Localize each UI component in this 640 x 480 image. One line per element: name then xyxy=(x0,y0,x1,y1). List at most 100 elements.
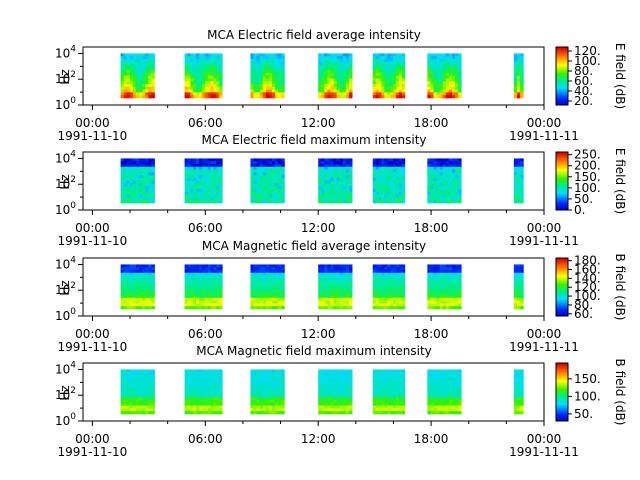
heatmap-cell xyxy=(458,402,462,406)
heatmap-cell xyxy=(384,92,388,96)
heatmap-cell xyxy=(384,86,388,90)
heatmap-cell xyxy=(375,295,379,299)
heatmap-cell xyxy=(378,383,382,387)
heatmap-cell xyxy=(187,95,191,99)
heatmap-cell xyxy=(275,369,279,373)
heatmap-cell xyxy=(445,81,450,85)
heatmap-cell xyxy=(281,158,285,162)
heatmap-cell xyxy=(517,161,521,165)
heatmap-cell xyxy=(123,369,128,373)
heatmap-cell xyxy=(145,402,149,406)
heatmap-cell xyxy=(275,194,279,198)
heatmap-cell xyxy=(384,67,388,71)
heatmap-cell xyxy=(330,306,334,310)
heatmap-cell xyxy=(393,92,397,96)
heatmap-cell xyxy=(148,300,152,304)
heatmap-cell xyxy=(259,64,264,68)
heatmap-cell xyxy=(398,281,403,285)
heatmap-cell xyxy=(216,67,220,71)
heatmap-cell xyxy=(517,95,521,99)
heatmap-cell xyxy=(448,177,453,182)
heatmap-cell xyxy=(387,411,391,415)
heatmap-cell xyxy=(448,388,453,393)
heatmap-cell xyxy=(324,272,328,276)
heatmap-cell xyxy=(132,166,137,170)
heatmap-cell xyxy=(207,172,212,176)
heatmap-cell xyxy=(187,177,191,182)
heatmap-cell xyxy=(281,186,285,190)
heatmap-cell xyxy=(375,289,379,293)
heatmap-cell xyxy=(398,300,403,304)
heatmap-cell xyxy=(196,70,200,74)
heatmap-cell xyxy=(398,191,403,195)
heatmap-cell xyxy=(259,306,264,310)
heatmap-cell xyxy=(210,56,214,60)
heatmap-cell xyxy=(196,388,200,393)
heatmap-cell xyxy=(190,86,194,90)
heatmap-cell xyxy=(333,400,338,404)
heatmap-cell xyxy=(339,292,344,296)
heatmap-cell xyxy=(448,78,453,82)
heatmap-cell xyxy=(201,64,206,68)
heatmap-cell xyxy=(281,197,285,201)
heatmap-cell xyxy=(513,189,518,193)
x-tick-label: 00:00 xyxy=(75,221,110,235)
heatmap-cell xyxy=(268,81,273,85)
heatmap-cell xyxy=(517,306,521,310)
heatmap-cell xyxy=(348,303,353,307)
heatmap-cell xyxy=(201,186,206,190)
heatmap-cell xyxy=(433,386,437,390)
heatmap-cell xyxy=(451,81,456,85)
heatmap-cell xyxy=(126,369,131,373)
heatmap-cell xyxy=(520,292,524,296)
heatmap-cell xyxy=(342,267,347,271)
heatmap-cell xyxy=(265,386,270,390)
heatmap-cell xyxy=(324,161,328,165)
heatmap-cell xyxy=(184,180,188,184)
heatmap-cell xyxy=(398,53,403,57)
heatmap-cell xyxy=(401,372,406,376)
colorbar-segment xyxy=(556,91,568,94)
colorbar-segment xyxy=(556,62,568,65)
heatmap-cell xyxy=(210,400,214,404)
heatmap-cell xyxy=(213,303,217,307)
heatmap-cell xyxy=(430,391,434,395)
heatmap-cell xyxy=(268,397,273,401)
heatmap-cell xyxy=(151,164,155,168)
heatmap-cell xyxy=(327,189,331,193)
heatmap-cell xyxy=(375,180,379,184)
heatmap-cell xyxy=(187,86,191,90)
heatmap-cell xyxy=(120,61,125,65)
heatmap-cell xyxy=(199,70,203,74)
colorbar-segment xyxy=(556,166,568,169)
heatmap-cell xyxy=(201,84,206,88)
colorbar-segment xyxy=(556,263,568,266)
heatmap-cell xyxy=(330,191,334,195)
heatmap-cell xyxy=(207,402,212,406)
heatmap-cell xyxy=(439,164,444,168)
heatmap-cell xyxy=(348,175,353,179)
heatmap-cell xyxy=(187,394,191,398)
heatmap-cell xyxy=(207,92,212,96)
heatmap-cell xyxy=(396,84,400,88)
heatmap-cell xyxy=(517,375,521,379)
heatmap-cell xyxy=(442,166,447,170)
heatmap-cell xyxy=(378,84,382,88)
heatmap-cell xyxy=(336,64,341,68)
heatmap-cell xyxy=(445,53,450,57)
heatmap-cell xyxy=(381,289,385,293)
heatmap-cell xyxy=(455,306,459,310)
heatmap-cell xyxy=(348,270,353,274)
heatmap-cell xyxy=(393,408,397,412)
heatmap-cell xyxy=(204,72,209,77)
heatmap-cell xyxy=(136,169,140,173)
heatmap-cell xyxy=(132,56,137,60)
heatmap-cell xyxy=(381,267,385,271)
heatmap-cell xyxy=(375,53,379,57)
heatmap-cell xyxy=(321,166,325,170)
heatmap-cell xyxy=(190,377,194,381)
heatmap-cell xyxy=(151,408,155,412)
heatmap-cell xyxy=(333,391,338,395)
heatmap-cell xyxy=(436,267,441,271)
heatmap-cell xyxy=(250,281,254,285)
